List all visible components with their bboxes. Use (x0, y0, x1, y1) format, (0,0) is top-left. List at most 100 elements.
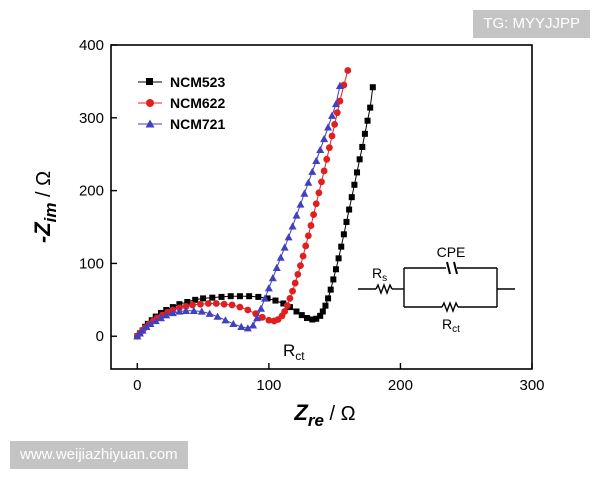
data-point-ncm523 (332, 266, 339, 273)
data-point-ncm523 (309, 316, 316, 323)
data-point-ncm721 (146, 319, 155, 328)
rs-label: Rs (372, 265, 387, 284)
data-point-ncm721 (181, 306, 190, 314)
cpe-plate-left-icon (446, 261, 451, 275)
x-axis-label-main: Z (293, 400, 309, 425)
legend-entry-ncm523: NCM523 (138, 74, 225, 90)
data-point-ncm721 (292, 211, 301, 219)
y-tick-label: 200 (79, 183, 104, 200)
data-point-ncm523 (313, 315, 320, 322)
data-point-ncm523 (236, 293, 243, 300)
data-point-ncm622 (294, 270, 302, 278)
data-point-ncm523 (317, 312, 324, 319)
data-point-ncm721 (260, 294, 269, 302)
data-point-ncm622 (189, 301, 196, 309)
data-point-ncm721 (331, 99, 340, 108)
y-tick-label: 400 (79, 37, 104, 54)
data-point-ncm523 (348, 194, 355, 201)
equivalent-circuit-inset (358, 261, 515, 313)
data-point-ncm721 (300, 189, 309, 197)
data-point-ncm523 (184, 299, 191, 306)
legend-label-ncm721: NCM721 (170, 116, 225, 132)
data-point-ncm721 (320, 134, 329, 143)
data-point-ncm721 (229, 319, 238, 328)
data-point-ncm523 (255, 293, 262, 300)
data-point-ncm622 (236, 303, 244, 311)
data-point-ncm523 (335, 255, 342, 262)
data-point-ncm523 (227, 293, 234, 300)
legend-marker-ncm523 (146, 78, 153, 85)
data-point-ncm523 (304, 315, 311, 322)
rct-annotation-sub: ct (295, 349, 305, 363)
data-point-ncm721 (189, 306, 198, 314)
data-point-ncm523 (338, 243, 345, 250)
data-point-ncm523 (246, 293, 253, 300)
data-point-ncm622 (244, 306, 252, 314)
data-point-ncm523 (343, 218, 350, 225)
data-point-ncm721 (249, 321, 258, 329)
data-point-ncm523 (354, 169, 361, 176)
legend-marker-ncm721 (145, 119, 155, 128)
data-point-ncm523 (192, 296, 199, 303)
data-point-ncm622 (281, 308, 289, 315)
data-point-ncm523 (330, 276, 337, 283)
data-point-ncm721 (205, 309, 214, 317)
data-point-ncm721 (328, 111, 337, 119)
data-point-ncm622 (325, 144, 333, 152)
data-point-ncm622 (328, 132, 336, 140)
data-point-ncm622 (197, 300, 204, 308)
rct-annotation: Rct (283, 341, 305, 363)
y-tick-label: 300 (79, 110, 104, 127)
legend: NCM523 NCM622 NCM721 (138, 74, 225, 132)
data-point-ncm721 (253, 314, 262, 322)
data-point-ncm622 (289, 287, 296, 295)
data-point-ncm523 (264, 295, 271, 302)
data-point-ncm721 (221, 316, 230, 324)
axis-ticks: 0 100 200 300 0 100 200 300 400 (79, 37, 545, 394)
data-point-ncm721 (151, 316, 160, 325)
data-point-ncm721 (168, 308, 177, 317)
data-point-ncm523 (367, 104, 374, 111)
data-point-ncm721 (142, 322, 151, 330)
data-point-ncm721 (288, 222, 297, 230)
legend-entry-ncm721: NCM721 (138, 116, 225, 132)
data-point-ncm721 (335, 81, 344, 89)
legend-label-ncm622: NCM622 (170, 95, 225, 111)
data-point-ncm622 (315, 189, 323, 197)
data-point-ncm721 (156, 314, 165, 322)
data-point-ncm721 (276, 253, 285, 261)
data-point-ncm721 (316, 145, 325, 154)
data-point-ncm721 (197, 307, 206, 315)
data-point-ncm523 (298, 312, 305, 319)
data-point-ncm622 (228, 301, 236, 309)
data-point-ncm721 (284, 233, 293, 241)
data-point-ncm622 (204, 300, 212, 307)
data-point-ncm622 (333, 109, 341, 117)
data-point-ncm523 (280, 300, 287, 307)
y-tick-label: 100 (79, 255, 104, 272)
data-point-ncm622 (304, 232, 312, 240)
cpe-label: CPE (437, 244, 466, 260)
data-point-ncm622 (220, 300, 228, 308)
data-point-ncm622 (212, 300, 220, 307)
data-point-ncm622 (299, 252, 307, 260)
data-point-ncm523 (319, 308, 326, 315)
y-tick-label: 0 (96, 328, 104, 345)
y-axis-label: -Zim / Ω (30, 171, 60, 243)
y-axis-label-sub: im (41, 203, 60, 223)
data-point-ncm622 (283, 302, 291, 310)
data-point-ncm622 (318, 178, 325, 186)
rct-circuit-label-main: R (442, 316, 452, 332)
legend-label-ncm523: NCM523 (170, 74, 225, 90)
data-point-ncm721 (138, 326, 147, 334)
data-point-ncm721 (264, 284, 273, 292)
data-point-ncm523 (364, 117, 371, 124)
data-point-ncm721 (296, 200, 305, 208)
data-point-ncm622 (291, 279, 299, 287)
data-point-ncm523 (356, 156, 363, 163)
data-point-ncm622 (320, 167, 328, 175)
rct-circuit-label: Rct (442, 316, 460, 335)
data-point-ncm622 (312, 200, 320, 208)
data-point-ncm721 (237, 322, 246, 330)
watermark-top-right: TG: MYYJJPP (473, 10, 590, 38)
